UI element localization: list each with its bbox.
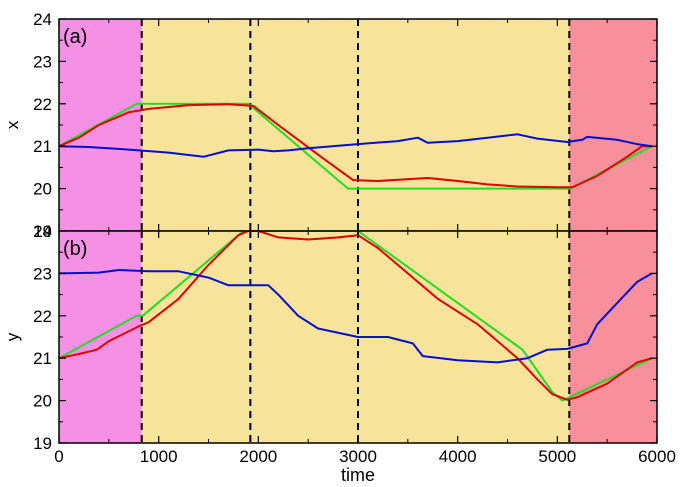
series-line: [58, 103, 652, 189]
region-band: [569, 19, 657, 231]
panel-label: (b): [63, 238, 87, 260]
x-tick-label: 6000: [638, 447, 676, 466]
x-tick-label: 4000: [439, 447, 477, 466]
y-axis-label: x: [3, 120, 22, 129]
x-tick-label: 0: [54, 447, 63, 466]
series-line: [58, 133, 653, 158]
x-tick-label: 3000: [339, 447, 377, 466]
series-line: [58, 230, 653, 401]
region-band: [569, 231, 657, 443]
y-tick-label: 21: [33, 137, 52, 156]
y-tick-label: 20: [33, 392, 52, 411]
y-tick-label: 22: [33, 307, 52, 326]
y-axis-label: y: [3, 332, 22, 341]
series-line: [58, 269, 653, 364]
y-tick-label: 24: [33, 10, 52, 29]
panel-label: (a): [63, 26, 87, 48]
y-tick-label: 19: [33, 434, 52, 453]
panel-a: 19 20 21 22 23 24 (a) x: [3, 10, 658, 241]
y-tick-label: 23: [33, 264, 52, 283]
region-band: [59, 231, 142, 443]
y-tick-label: 19: [33, 222, 52, 241]
x-tick-label: 1000: [140, 447, 178, 466]
x-axis-label: time: [341, 465, 375, 485]
y-tick-label: 20: [33, 180, 52, 199]
y-tick-label: 23: [33, 52, 52, 71]
y-tick-label: 22: [33, 95, 52, 114]
x-tick-label: 5000: [538, 447, 576, 466]
y-tick-label: 21: [33, 349, 52, 368]
x-tick-label: 2000: [239, 447, 277, 466]
region-band: [141, 19, 570, 231]
panel-b: 0 1000 2000 3000 4000 5000 6000 19 20 21 22 23 24 (b)…: [3, 222, 676, 485]
y-tick-label: 24: [33, 222, 52, 241]
